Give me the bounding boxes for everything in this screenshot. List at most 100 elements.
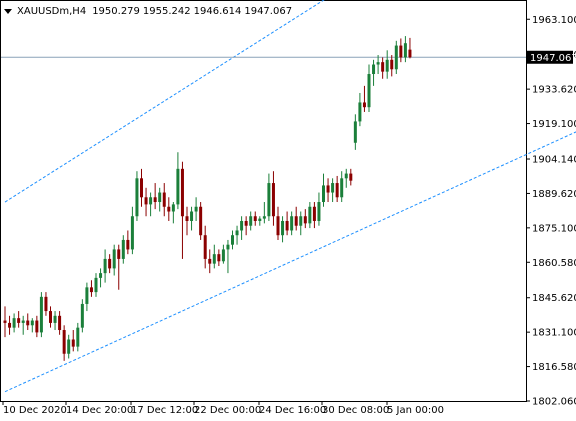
candle xyxy=(89,280,93,297)
candle xyxy=(180,161,184,259)
candle-body xyxy=(326,185,330,193)
candle-body xyxy=(349,173,353,181)
time-tick-label: 30 Dec 08:00 xyxy=(322,405,389,416)
candle xyxy=(249,211,253,231)
chart-frame xyxy=(0,0,527,402)
candle-body xyxy=(340,178,344,198)
candle-body xyxy=(399,45,403,58)
candle-body xyxy=(217,254,221,262)
candlestick-series xyxy=(3,36,412,361)
candle xyxy=(281,216,285,243)
price-tick-label: 1875.100 xyxy=(532,223,576,234)
candle xyxy=(194,197,198,221)
candle-body xyxy=(185,216,189,221)
candle-body xyxy=(171,204,175,212)
candle-body xyxy=(153,197,157,203)
chart-info-bar: XAUUSDm,H4 1950.279 1955.242 1946.614 19… xyxy=(4,4,295,18)
channel-line-upper[interactable] xyxy=(4,0,510,203)
candle-body xyxy=(190,211,194,221)
candle xyxy=(62,325,66,361)
candle-body xyxy=(322,185,325,203)
current-price-tag: 1947.067 xyxy=(527,50,576,64)
candle xyxy=(8,315,12,335)
candle xyxy=(135,171,139,221)
price-tag-background xyxy=(527,50,573,64)
candle-body xyxy=(144,197,148,205)
candle xyxy=(121,235,125,264)
candle-body xyxy=(403,43,407,58)
triangle-down-icon[interactable] xyxy=(4,8,12,14)
candle xyxy=(394,40,398,75)
candle xyxy=(17,311,21,328)
candle xyxy=(303,209,307,229)
candle xyxy=(258,216,262,226)
candle xyxy=(171,202,175,224)
candle xyxy=(58,311,62,335)
candle xyxy=(149,192,153,217)
candle xyxy=(94,273,98,297)
price-tick-label: 1963.100 xyxy=(532,15,576,26)
candle xyxy=(317,192,321,226)
candle-body xyxy=(294,216,298,226)
candle-body xyxy=(39,296,43,333)
candle-body xyxy=(394,45,398,70)
candle xyxy=(117,244,121,290)
price-tick-label: 1845.620 xyxy=(532,293,576,304)
candle-body xyxy=(353,121,357,143)
candle xyxy=(235,225,239,245)
candle xyxy=(153,183,157,210)
candle-body xyxy=(99,273,103,278)
candle xyxy=(353,114,357,150)
candle xyxy=(39,292,43,338)
price-tick-label: 1816.580 xyxy=(532,362,576,373)
candle xyxy=(112,244,116,276)
candle xyxy=(358,92,362,127)
time-tick-label: 10 Dec 2020 xyxy=(3,405,67,416)
candle xyxy=(44,292,48,316)
candle-body xyxy=(240,220,244,231)
candle-body xyxy=(358,102,362,122)
candle-body xyxy=(149,197,153,205)
candle xyxy=(21,315,25,335)
candle-body xyxy=(235,230,239,236)
candle-body xyxy=(3,320,7,323)
candle xyxy=(71,330,75,352)
candle-body xyxy=(285,220,289,231)
candle-body xyxy=(21,320,25,323)
candle-body xyxy=(253,216,257,221)
candle-body xyxy=(89,287,93,293)
candle xyxy=(53,311,57,331)
candle-body xyxy=(126,239,130,250)
candle-body xyxy=(85,287,89,304)
candle-body xyxy=(67,339,71,354)
price-tick-label: 1933.620 xyxy=(532,85,576,96)
candle-body xyxy=(76,327,80,347)
price-tick-label: 1831.100 xyxy=(532,328,576,339)
candle xyxy=(49,306,52,328)
candle-body xyxy=(317,202,321,221)
candle-body xyxy=(208,258,212,264)
candle xyxy=(85,282,89,312)
candle xyxy=(326,178,330,203)
candle xyxy=(294,206,298,231)
candle xyxy=(331,178,335,203)
candle xyxy=(203,225,207,269)
candle xyxy=(80,299,84,333)
candle xyxy=(290,211,294,236)
channel-line-lower[interactable] xyxy=(4,114,576,393)
candle xyxy=(158,187,162,212)
candle-body xyxy=(49,311,52,323)
candle xyxy=(208,249,212,274)
candle-body xyxy=(158,192,162,203)
candle xyxy=(144,187,148,217)
price-axis[interactable]: 1963.1001948.2601933.6201919.1001904.140… xyxy=(526,15,576,408)
channel-lines[interactable] xyxy=(4,0,576,393)
candle-body xyxy=(194,206,198,212)
candle-body xyxy=(271,183,275,217)
candle xyxy=(285,211,289,236)
candle xyxy=(185,206,189,236)
candle xyxy=(140,168,143,207)
